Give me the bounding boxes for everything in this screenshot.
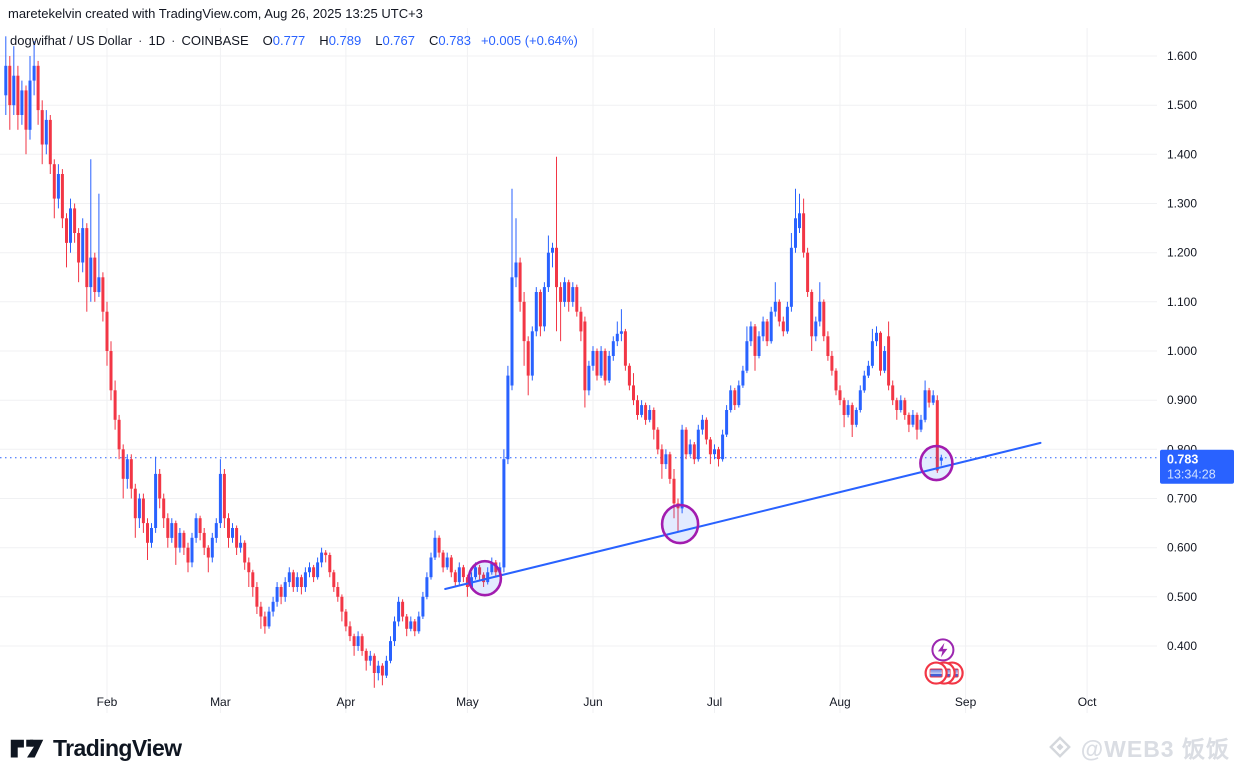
tradingview-logo-icon <box>10 739 44 757</box>
svg-text:0.900: 0.900 <box>1167 393 1197 407</box>
svg-text:Apr: Apr <box>337 695 356 709</box>
high-label: H <box>319 33 329 48</box>
highlight-ellipse[interactable] <box>660 503 700 545</box>
watermark: @WEB3 饭饭 <box>1046 730 1230 764</box>
legend-separator: · <box>171 33 176 48</box>
svg-text:1.200: 1.200 <box>1167 246 1197 260</box>
svg-text:Feb: Feb <box>97 695 118 709</box>
time-axis[interactable]: Feb Mar Apr May Jun Jul Aug Sep Oct <box>97 695 1097 709</box>
svg-text:0.700: 0.700 <box>1167 492 1197 506</box>
svg-text:Oct: Oct <box>1078 695 1097 709</box>
symbol-name[interactable]: dogwifhat / US Dollar <box>10 33 133 48</box>
highlight-ellipse[interactable] <box>467 559 503 597</box>
low-value: 0.767 <box>382 33 416 48</box>
svg-text:1.600: 1.600 <box>1167 49 1197 63</box>
svg-text:Jul: Jul <box>707 695 722 709</box>
svg-text:0.600: 0.600 <box>1167 541 1197 555</box>
svg-text:Sep: Sep <box>955 695 977 709</box>
svg-text:1.100: 1.100 <box>1167 295 1197 309</box>
open-value: 0.777 <box>272 33 306 48</box>
attribution-text: maretekelvin created with TradingView.co… <box>8 6 423 21</box>
low-label: L <box>375 33 383 48</box>
close-label: C <box>429 33 439 48</box>
svg-text:0.400: 0.400 <box>1167 639 1197 653</box>
tradingview-wordmark: TradingView <box>53 735 182 761</box>
svg-text:13:34:28: 13:34:28 <box>1167 468 1216 482</box>
svg-text:0.783: 0.783 <box>1167 453 1198 467</box>
svg-text:Aug: Aug <box>829 695 850 709</box>
close-value: 0.783 <box>438 33 471 48</box>
open-label: O <box>262 33 273 48</box>
card-circles-sticker-icon[interactable] <box>924 661 964 685</box>
interval-label[interactable]: 1D <box>148 33 166 48</box>
high-value: 0.789 <box>328 33 362 48</box>
grid <box>0 28 1157 713</box>
highlight-ellipse[interactable] <box>919 444 954 482</box>
trendline[interactable] <box>444 441 1042 590</box>
price-axis[interactable]: 1.600 1.500 1.400 1.300 1.200 1.100 1.000 0.900… <box>1167 49 1197 653</box>
legend-separator: · <box>138 33 143 48</box>
svg-text:Jun: Jun <box>583 695 602 709</box>
svg-text:1.500: 1.500 <box>1167 98 1197 112</box>
candles[interactable] <box>4 36 943 688</box>
tradingview-branding[interactable]: TradingView <box>10 735 182 762</box>
svg-text:1.000: 1.000 <box>1167 344 1197 358</box>
svg-text:1.400: 1.400 <box>1167 147 1197 161</box>
diamond-logo-icon <box>1048 736 1071 758</box>
change-value: +0.005 (+0.64%) <box>480 33 578 48</box>
exchange-label[interactable]: COINBASE <box>181 33 249 48</box>
svg-text:Mar: Mar <box>210 695 231 709</box>
svg-text:1.300: 1.300 <box>1167 197 1197 211</box>
svg-text:0.500: 0.500 <box>1167 590 1197 604</box>
watermark-text: @WEB3 饭饭 <box>1080 736 1230 762</box>
lightning-sticker-icon[interactable] <box>931 638 955 662</box>
svg-text:May: May <box>456 695 479 709</box>
